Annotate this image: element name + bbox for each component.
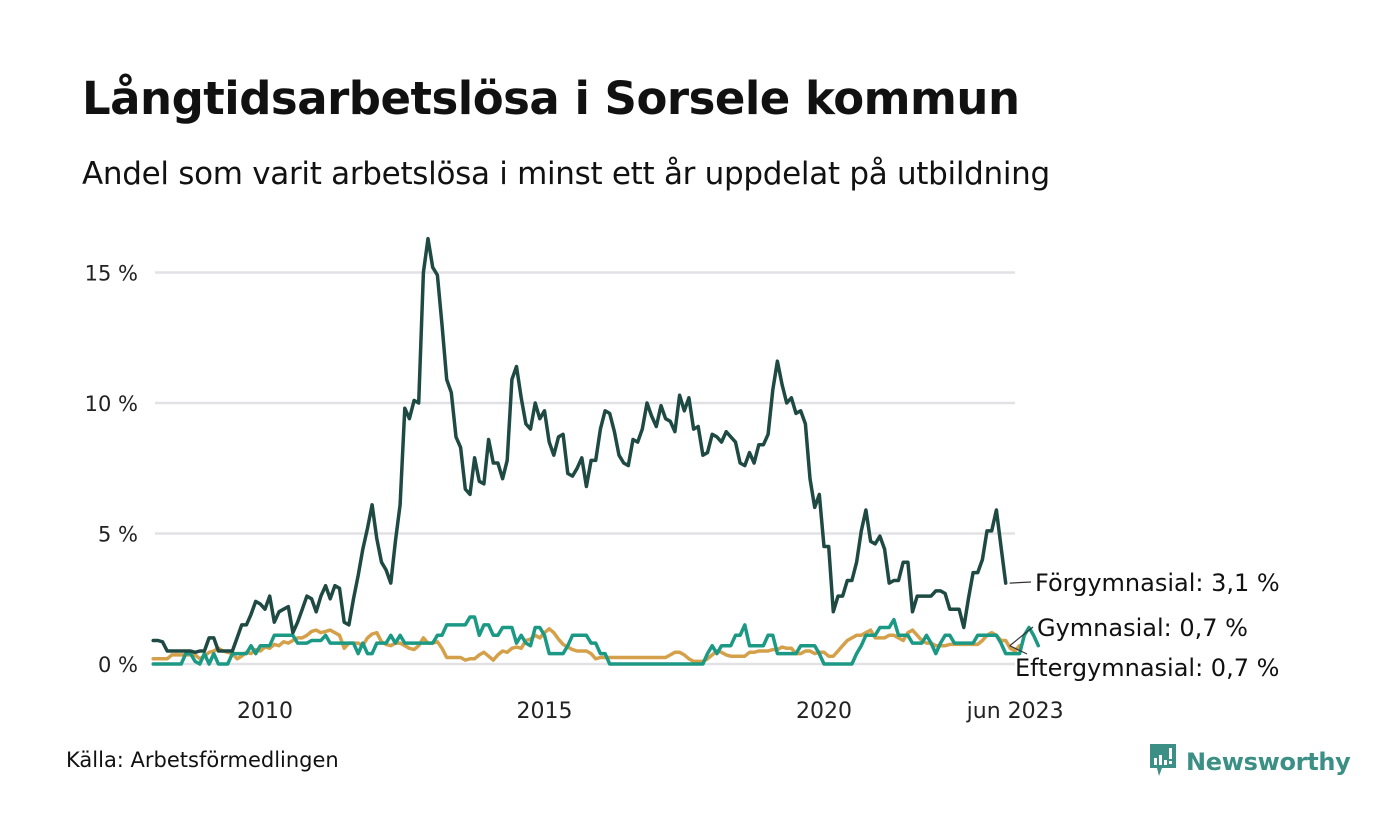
brand-logo: Newsworthy <box>1148 742 1351 782</box>
x-tick-label: 2020 <box>796 699 852 724</box>
brand-name: Newsworthy <box>1186 748 1351 776</box>
series-lines <box>151 236 1041 666</box>
y-tick-label: 10 % <box>85 392 138 416</box>
newsworthy-logo-icon <box>1148 742 1178 782</box>
x-axis-ticks: 2010 2015 2020 jun 2023 <box>237 699 1064 724</box>
source-note: Källa: Arbetsförmedlingen <box>66 748 339 772</box>
series-line-gymnasial <box>151 615 1041 666</box>
y-tick-label: 15 % <box>85 262 138 286</box>
leader-line <box>1009 581 1032 584</box>
chart-subtitle: Andel som varit arbetslösa i minst ett å… <box>82 156 1050 192</box>
series-line-eftergymnasial <box>151 627 1022 664</box>
x-tick-label: 2010 <box>237 699 293 724</box>
series-end-labels: Förgymnasial: 3,1 % Gymnasial: 0,7 % Efter… <box>1009 569 1280 682</box>
y-tick-label: 0 % <box>98 653 138 677</box>
end-label-gymnasial: Gymnasial: 0,7 % <box>1037 614 1248 642</box>
chart-title: Långtidsarbetslösa i Sorsele kommun <box>82 72 1020 125</box>
x-tick-label: 2015 <box>517 699 573 724</box>
y-tick-label: 5 % <box>98 523 138 547</box>
y-axis-ticks: 0 % 5 % 10 % 15 % <box>85 262 138 678</box>
leader-line <box>1009 626 1034 647</box>
end-label-eftergymnasial: Eftergymnasial: 0,7 % <box>1015 654 1279 682</box>
leader-line <box>1009 645 1028 655</box>
series-line-förgymnasial <box>151 236 1008 655</box>
end-label-förgymnasial: Förgymnasial: 3,1 % <box>1035 569 1280 597</box>
x-tick-label: jun 2023 <box>966 699 1064 724</box>
gridlines <box>155 271 1015 666</box>
